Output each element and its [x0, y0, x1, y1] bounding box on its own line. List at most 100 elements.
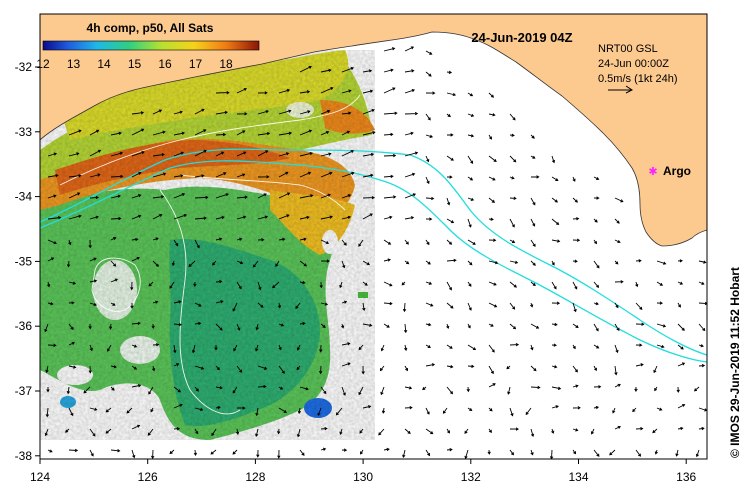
y-tick-label: -38	[15, 449, 33, 463]
current-vector-arrow	[188, 260, 196, 267]
current-vector-arrow	[698, 426, 705, 431]
current-vector-arrow	[425, 407, 430, 415]
current-vector-arrow	[126, 407, 133, 414]
current-vector-arrow	[110, 278, 118, 283]
current-vector-arrow	[656, 281, 664, 286]
current-vector-arrow	[257, 91, 268, 95]
current-vector-arrow	[530, 302, 534, 308]
current-vector-arrow	[572, 449, 577, 455]
current-vector-arrow	[215, 323, 223, 331]
current-vector-arrow	[68, 365, 77, 369]
current-vector-arrow	[236, 237, 243, 241]
current-vector-arrow	[488, 260, 499, 265]
current-vector-arrow	[509, 302, 516, 310]
current-vector-arrow	[194, 174, 205, 178]
current-vector-arrow	[278, 323, 285, 327]
current-vector-arrow	[341, 194, 352, 199]
current-vector-arrow	[278, 88, 291, 94]
current-vector-arrow	[299, 129, 313, 136]
current-vector-arrow	[362, 89, 374, 94]
current-vector-arrow	[525, 407, 532, 416]
current-vector-arrow	[148, 386, 154, 395]
current-vector-arrow	[68, 239, 72, 246]
current-vector-arrow	[590, 428, 595, 435]
current-vector-arrow	[446, 175, 453, 179]
current-vector-arrow	[488, 302, 498, 308]
current-vector-arrow	[215, 193, 229, 199]
current-vector-arrow	[509, 260, 519, 264]
current-vector-arrow	[404, 216, 415, 220]
plot-frame	[39, 13, 708, 460]
current-vector-arrow	[173, 239, 179, 247]
current-vector-arrow	[404, 386, 413, 390]
current-vector-arrow	[362, 173, 374, 178]
current-vector-arrow	[341, 149, 355, 157]
current-vector-arrow	[256, 449, 260, 458]
current-vector-arrow	[278, 344, 282, 351]
current-vector-arrow	[236, 281, 242, 290]
current-vector-arrow	[695, 449, 700, 458]
current-vector-arrow	[194, 129, 207, 136]
current-vector-arrow	[341, 448, 348, 452]
current-vector-arrow	[275, 260, 280, 267]
x-tick-label: 126	[138, 470, 158, 484]
current-vector-arrow	[210, 449, 217, 455]
current-vector-arrow	[47, 343, 57, 347]
current-vector-arrow	[425, 239, 430, 246]
isotherm-contours	[59, 94, 361, 415]
current-vector-arrow	[152, 152, 165, 157]
current-vector-arrow	[236, 195, 248, 199]
colorbar: 4h comp, p50, All Sats 12 13 14 15 16 17 18	[36, 21, 260, 71]
current-vector-arrow	[425, 449, 431, 457]
current-vector-arrow	[425, 196, 435, 201]
current-vector-arrow	[425, 428, 434, 435]
current-vector-arrow	[614, 365, 618, 376]
current-vector-arrow	[151, 323, 155, 329]
current-vector-arrow	[446, 302, 454, 309]
current-vector-arrow	[467, 218, 472, 228]
current-vector-arrow	[509, 176, 515, 180]
current-vector-arrow	[509, 343, 520, 347]
current-vector-arrow	[572, 281, 578, 290]
current-vector-arrow	[211, 428, 217, 437]
current-vector-arrow	[467, 323, 471, 329]
current-vector-arrow	[232, 302, 238, 312]
current-vector-arrow	[194, 386, 199, 392]
current-vector-arrow	[152, 260, 159, 267]
current-vector-arrow	[466, 386, 470, 393]
colorbar-title: 4h comp, p50, All Sats	[87, 21, 214, 35]
current-vector-arrow	[173, 363, 180, 367]
current-vector-arrow	[422, 386, 427, 391]
current-vector-arrow	[551, 301, 561, 305]
current-vector-arrow	[425, 344, 431, 348]
current-vector-arrow	[488, 238, 497, 242]
scale-arrow	[608, 85, 633, 94]
current-vector-arrow	[572, 428, 579, 432]
current-vector-arrow	[530, 323, 540, 329]
current-vector-arrow	[402, 302, 407, 313]
current-vector-arrow	[551, 197, 558, 203]
current-vector-arrow	[530, 155, 536, 159]
current-vector-arrow	[191, 344, 196, 354]
current-vector-arrow	[319, 281, 323, 289]
current-vector-arrow	[131, 237, 139, 242]
current-vector-arrow	[677, 344, 684, 350]
current-vector-arrow	[488, 113, 496, 117]
current-vector-arrow	[147, 428, 154, 436]
current-vector-arrow	[698, 260, 707, 264]
current-vector-arrow	[110, 131, 122, 136]
current-vector-arrow	[446, 258, 457, 262]
current-vector-arrow	[467, 134, 475, 138]
current-vector-arrow	[509, 427, 519, 431]
current-vector-arrow	[446, 364, 454, 369]
current-vector-arrow	[359, 428, 364, 434]
current-vector-arrow	[299, 386, 309, 391]
current-vector-arrow	[614, 425, 621, 430]
current-vector-arrow	[173, 344, 177, 354]
current-vector-arrow	[509, 239, 516, 243]
current-vector-arrow	[383, 132, 394, 137]
current-vector-arrow	[551, 155, 556, 164]
current-vector-arrow	[47, 239, 57, 245]
current-vector-arrow	[296, 428, 301, 438]
current-vector-arrow	[614, 280, 624, 284]
